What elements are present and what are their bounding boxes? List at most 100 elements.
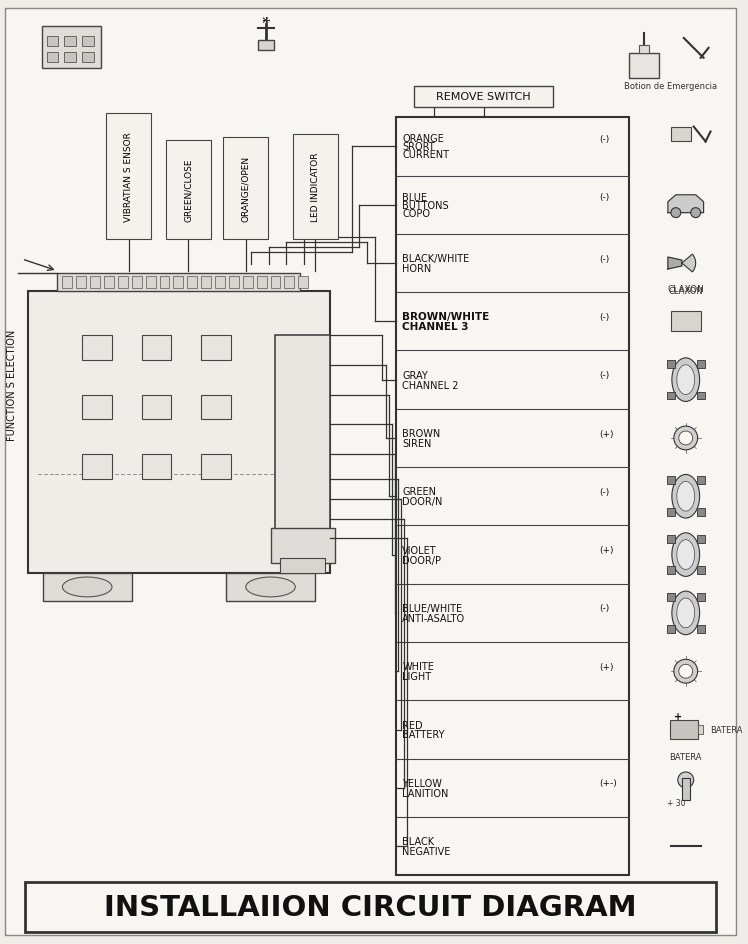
- Bar: [132, 277, 141, 288]
- Polygon shape: [668, 258, 681, 270]
- Bar: [671, 312, 701, 332]
- Text: BROWN: BROWN: [402, 429, 441, 439]
- Bar: [667, 477, 675, 485]
- Bar: [64, 37, 76, 47]
- Polygon shape: [668, 195, 704, 213]
- Bar: [82, 37, 94, 47]
- Text: LIGHT: LIGHT: [402, 671, 432, 682]
- Bar: [82, 53, 94, 62]
- Text: RED: RED: [402, 720, 423, 730]
- Bar: [667, 392, 675, 400]
- Bar: [42, 27, 101, 69]
- Text: GREEN: GREEN: [402, 487, 436, 497]
- Bar: [640, 46, 649, 54]
- Text: (-): (-): [600, 135, 610, 143]
- Text: DOOR/P: DOOR/P: [402, 555, 441, 565]
- Text: YELLOW: YELLOW: [402, 778, 442, 788]
- Ellipse shape: [246, 578, 295, 598]
- Text: WHITE: WHITE: [402, 662, 434, 671]
- Text: SIREN: SIREN: [402, 438, 432, 448]
- Bar: [629, 54, 659, 78]
- Text: (+): (+): [600, 662, 614, 671]
- Text: BROWN/WHITE: BROWN/WHITE: [402, 312, 490, 322]
- Circle shape: [671, 209, 681, 218]
- Text: GREEN/CLOSE: GREEN/CLOSE: [184, 159, 193, 222]
- Bar: [76, 277, 86, 288]
- Bar: [696, 477, 705, 485]
- Text: ANTI-ASALTO: ANTI-ASALTO: [402, 614, 465, 623]
- Bar: [187, 277, 197, 288]
- Ellipse shape: [677, 540, 695, 570]
- Bar: [159, 277, 170, 288]
- Bar: [271, 529, 335, 564]
- Bar: [215, 277, 225, 288]
- Text: +: +: [674, 711, 682, 721]
- Bar: [64, 53, 76, 62]
- Bar: [275, 336, 330, 534]
- Text: BLUE: BLUE: [402, 193, 427, 203]
- Bar: [46, 37, 58, 47]
- Text: LED INDICATOR: LED INDICATOR: [310, 153, 319, 222]
- Text: REMOVE SWITCH: REMOVE SWITCH: [436, 93, 531, 102]
- Wedge shape: [681, 255, 696, 273]
- Text: (-): (-): [600, 604, 610, 613]
- Text: COPO: COPO: [402, 209, 430, 218]
- Text: (-): (-): [600, 371, 610, 379]
- Text: HORN: HORN: [402, 263, 432, 274]
- Text: ORANGE: ORANGE: [402, 134, 444, 144]
- Text: VIOLET: VIOLET: [402, 545, 437, 555]
- Text: + 30: + 30: [666, 799, 685, 807]
- Circle shape: [674, 427, 698, 450]
- Circle shape: [678, 772, 693, 788]
- Bar: [82, 455, 112, 480]
- Bar: [28, 292, 330, 573]
- Bar: [257, 41, 274, 51]
- Text: (-): (-): [600, 487, 610, 497]
- Bar: [91, 277, 100, 288]
- Bar: [58, 274, 300, 292]
- Ellipse shape: [62, 578, 112, 598]
- Bar: [696, 392, 705, 400]
- Bar: [82, 396, 112, 420]
- Bar: [667, 625, 675, 633]
- Bar: [141, 455, 171, 480]
- Text: BLUE/WHITE: BLUE/WHITE: [402, 603, 462, 614]
- Bar: [104, 277, 114, 288]
- Text: (+-): (+-): [600, 779, 617, 787]
- Text: BATERA: BATERA: [711, 725, 743, 734]
- Bar: [414, 87, 553, 109]
- Text: FUNCTION S ELECTION: FUNCTION S ELECTION: [7, 329, 17, 441]
- Bar: [671, 127, 690, 143]
- Text: DOOR/N: DOOR/N: [402, 497, 443, 507]
- Circle shape: [690, 209, 701, 218]
- Bar: [201, 455, 231, 480]
- Text: CLAXON: CLAXON: [667, 284, 704, 294]
- Text: BATERA: BATERA: [669, 752, 702, 762]
- Text: BLACK/WHITE: BLACK/WHITE: [402, 254, 470, 263]
- Bar: [667, 594, 675, 601]
- Ellipse shape: [677, 365, 695, 396]
- Bar: [698, 725, 702, 734]
- Bar: [257, 277, 266, 288]
- Bar: [146, 277, 156, 288]
- Bar: [696, 567, 705, 575]
- Text: NEGATIVE: NEGATIVE: [402, 846, 451, 856]
- Bar: [25, 883, 717, 932]
- Bar: [82, 336, 112, 361]
- Ellipse shape: [672, 359, 699, 402]
- Text: CHANNEL 2: CHANNEL 2: [402, 380, 459, 390]
- Ellipse shape: [677, 598, 695, 628]
- Bar: [670, 720, 698, 740]
- Ellipse shape: [672, 592, 699, 635]
- Bar: [174, 277, 183, 288]
- Text: (+): (+): [600, 546, 614, 554]
- Bar: [298, 277, 308, 288]
- Circle shape: [678, 431, 693, 446]
- Text: CLAXON: CLAXON: [669, 286, 703, 295]
- Bar: [667, 535, 675, 543]
- Text: BATTERY: BATTERY: [402, 730, 445, 740]
- Bar: [284, 277, 294, 288]
- Bar: [201, 336, 231, 361]
- Ellipse shape: [672, 475, 699, 518]
- Bar: [243, 277, 253, 288]
